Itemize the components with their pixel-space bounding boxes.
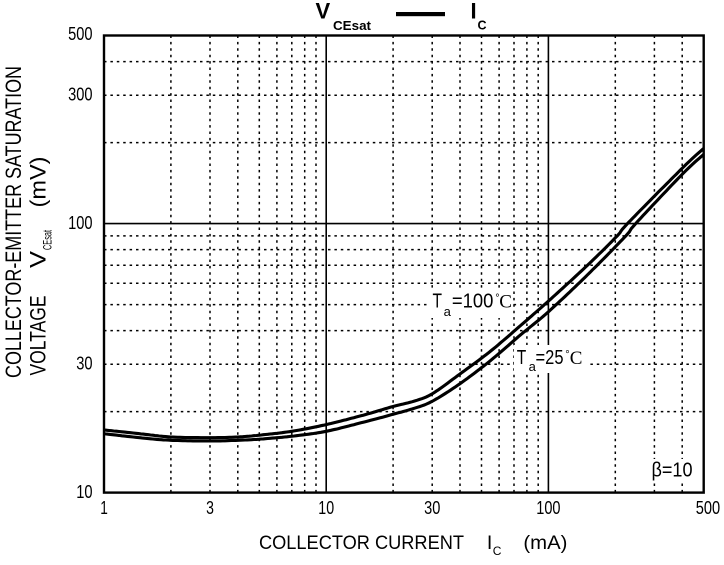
svg-text:a: a (529, 359, 537, 374)
svg-text:1: 1 (100, 498, 108, 518)
svg-text:°: ° (495, 293, 499, 305)
svg-text:30: 30 (424, 498, 440, 518)
svg-text:10: 10 (318, 498, 334, 518)
svg-text:C: C (499, 291, 512, 312)
svg-text:=25: =25 (536, 347, 564, 369)
svg-text:10: 10 (76, 482, 92, 502)
svg-text:V: V (26, 251, 51, 268)
svg-text:CEsat: CEsat (333, 19, 372, 33)
svg-text:300: 300 (68, 85, 92, 105)
svg-text:a: a (444, 304, 452, 319)
svg-text:30: 30 (76, 354, 92, 374)
svg-text:°: ° (565, 349, 569, 361)
svg-text:COLLECTOR-EMITTER SATURATION: COLLECTOR-EMITTER SATURATION (1, 66, 26, 378)
svg-text:I: I (471, 0, 477, 24)
svg-text:100: 100 (68, 213, 92, 233)
svg-text:3: 3 (206, 498, 214, 518)
svg-text:COLLECTOR CURRENT: COLLECTOR CURRENT (259, 532, 464, 554)
svg-text:V: V (316, 0, 331, 24)
svg-text:C: C (478, 19, 487, 33)
svg-text:500: 500 (696, 498, 720, 518)
svg-text:C: C (493, 544, 502, 558)
svg-text:VOLTAGE: VOLTAGE (26, 296, 51, 376)
svg-text:CEsat: CEsat (43, 229, 55, 250)
svg-text:100: 100 (536, 498, 560, 518)
svg-text:500: 500 (68, 24, 92, 44)
svg-text:T: T (517, 347, 527, 369)
svg-text:β=10: β=10 (652, 460, 693, 482)
svg-text:I: I (487, 532, 492, 554)
svg-text:T: T (433, 290, 443, 312)
svg-text:(mV): (mV) (26, 157, 51, 208)
svg-text:(mA): (mA) (523, 532, 567, 554)
svg-text:C: C (570, 348, 583, 369)
svg-text:=100: =100 (452, 290, 494, 312)
